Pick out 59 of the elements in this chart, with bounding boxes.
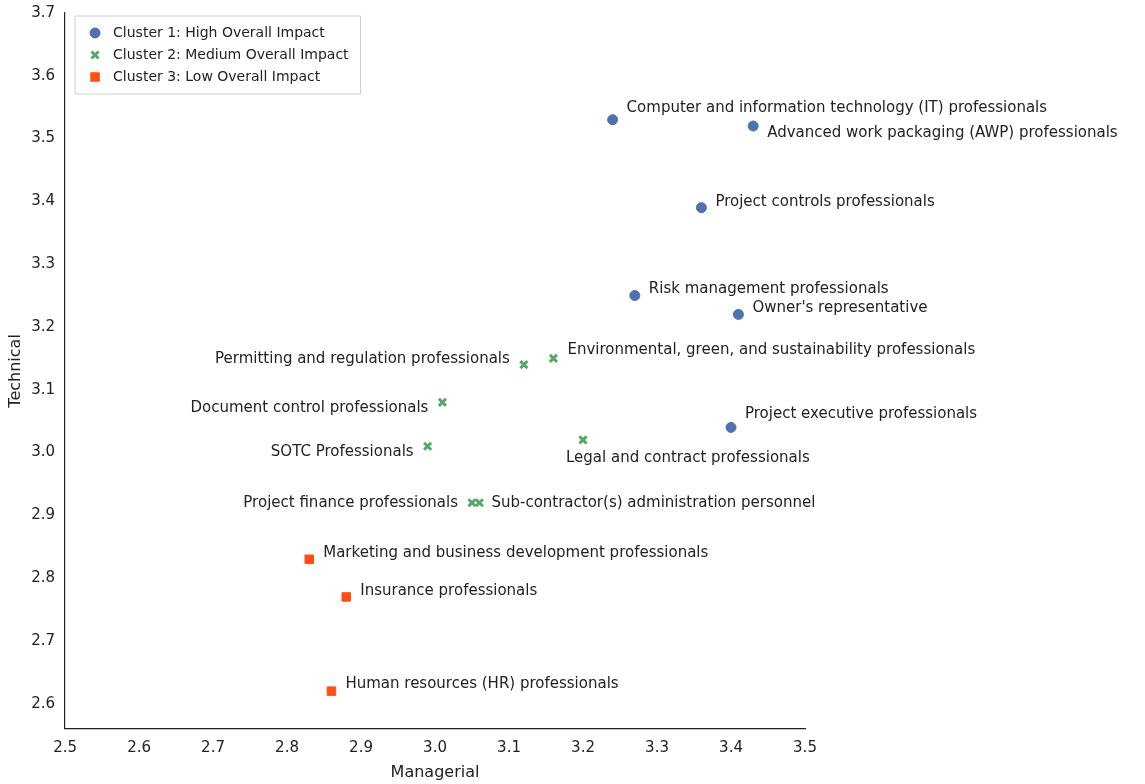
point (341, 592, 351, 602)
x-axis-title: Managerial (390, 761, 480, 781)
legend-label: Cluster 1: High Overall Impact (113, 23, 326, 40)
point (577, 434, 589, 445)
x-tick-label: 2.5 (53, 737, 77, 756)
annotation: SOTC Professionals (270, 442, 414, 461)
y-tick-label: 2.7 (31, 630, 56, 649)
annotation: Human resources (HR) professionals (345, 674, 619, 693)
annotation: Project controls professionals (715, 191, 935, 210)
x-tick-label: 3.2 (571, 737, 595, 756)
point (747, 120, 759, 132)
point (474, 497, 485, 508)
annotation: Document control professionals (190, 398, 429, 417)
point (607, 114, 619, 126)
legend-label: Cluster 2: Medium Overall Impact (113, 45, 350, 62)
annotation: Legal and contract professionals (566, 447, 810, 466)
x-tick-label: 3.0 (423, 737, 447, 756)
annotation: Computer and information technology (IT) professionals (626, 97, 1048, 116)
y-tick-label: 3.1 (31, 379, 56, 398)
point (304, 554, 314, 565)
y-tick-label: 2.8 (31, 568, 56, 586)
y-tick-label: 3.4 (31, 191, 56, 210)
annotation: Owner's representative (752, 298, 928, 317)
annotation: Project executive professionals (745, 404, 978, 423)
annotation: Advanced work packaging (AWP) professionals (767, 122, 1118, 141)
y-tick-label: 3.3 (31, 254, 56, 273)
y-tick-label: 3.6 (31, 65, 56, 84)
x-tick-label: 2.6 (127, 737, 151, 756)
y-tick-label: 2.6 (31, 693, 56, 712)
point (422, 441, 433, 452)
x-tick-label: 2.9 (349, 737, 373, 756)
y-tick-label: 3.7 (31, 2, 56, 21)
annotation: Project finance professionals (243, 492, 459, 511)
point (326, 686, 337, 696)
annotation: Risk management professionals (648, 279, 889, 298)
x-tick-label: 2.7 (201, 737, 225, 756)
x-tick-label: 3.4 (719, 737, 743, 756)
y-tick-label: 3.5 (31, 128, 56, 147)
annotation: Marketing and business development professionals (323, 543, 709, 562)
point (725, 421, 737, 433)
annotation: Environmental, green, and sustainability professionals (567, 340, 976, 359)
annotation: Insurance professionals (360, 580, 538, 599)
point (437, 397, 448, 408)
x-tick-label: 2.8 (275, 737, 299, 756)
point (695, 202, 707, 214)
y-tick-label: 3.2 (31, 316, 56, 335)
legend-label: Cluster 3: Low Overall Impact (113, 67, 321, 84)
x-tick-label: 3.3 (645, 737, 669, 756)
point (732, 308, 744, 320)
point (629, 290, 641, 302)
annotation: Permitting and regulation professionals (215, 348, 510, 367)
point (518, 359, 529, 370)
point (548, 353, 559, 364)
x-tick-label: 3.1 (497, 737, 521, 756)
y-tick-label: 2.9 (31, 505, 56, 524)
annotation: Sub-contractor(s) administration personnel (491, 492, 816, 511)
x-tick-label: 3.5 (793, 737, 817, 756)
y-tick-label: 3.0 (31, 442, 56, 461)
y-axis-title: Technical (4, 334, 24, 409)
